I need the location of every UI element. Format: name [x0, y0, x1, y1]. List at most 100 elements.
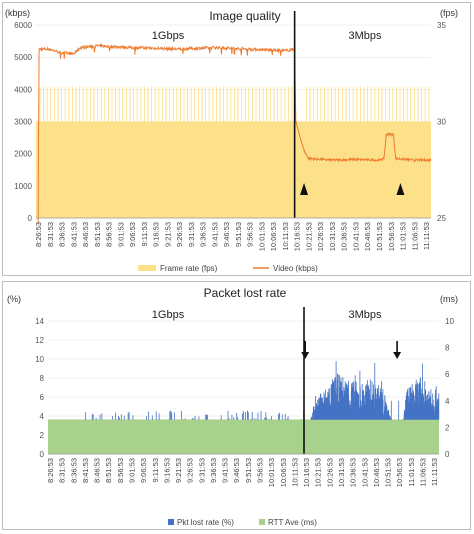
y-right-tick-label: 4: [445, 397, 450, 406]
packet-lost-chart: Packet lost rate (%) (ms) 0 2 4 6 8 10 12 14 0 2…: [7, 286, 458, 527]
y-left-tick-label: 2: [40, 431, 45, 440]
x-tick-label: 10:16:53: [302, 458, 311, 487]
y-right-tick-label: 6: [445, 370, 450, 379]
legend-swatch-frame-rate: [138, 265, 156, 271]
x-tick-label: 9:11:53: [151, 458, 160, 482]
x-tick-label: 8:41:53: [69, 222, 78, 247]
x-tick-label: 10:41:53: [351, 222, 360, 251]
y-right-tick-label: 30: [437, 118, 446, 127]
x-tick-label: 9:01:53: [128, 458, 137, 483]
legend-swatch-rtt: [259, 519, 265, 525]
chart-title: Image quality: [209, 9, 280, 23]
rtt-area: [48, 419, 439, 454]
x-tick-label: 10:51:53: [384, 458, 393, 487]
x-tick-label: 10:36:53: [340, 222, 349, 251]
y-left-tick-label: 2000: [14, 150, 32, 159]
x-tick-label: 9:46:53: [222, 222, 231, 247]
y-right-tick-label: 2: [445, 423, 450, 432]
segment-label-right: 3Mbps: [348, 309, 382, 321]
x-tick-label: 9:31:53: [187, 222, 196, 247]
x-tick-label: 8:26:53: [46, 458, 55, 483]
x-tick-label: 9:41:53: [221, 458, 230, 483]
y-right-tick-label: 25: [437, 214, 446, 223]
legend: Frame rate (fps) Video (kbps): [138, 264, 318, 273]
x-tick-label: 9:36:53: [199, 222, 208, 247]
x-tick-label: 10:16:53: [293, 222, 302, 251]
x-tick-label: 10:56:53: [395, 458, 404, 487]
legend-label-frame-rate: Frame rate (fps): [160, 264, 218, 273]
x-tick-label: 8:31:53: [46, 222, 55, 247]
plot-area: [48, 307, 440, 455]
plot-area: [36, 11, 432, 224]
legend-swatch-pkt-lost: [168, 519, 174, 525]
x-tick-label: 10:51:53: [375, 222, 384, 251]
image-quality-chart: Image quality (kbps) (fps) 0 1000 2000 3000…: [5, 8, 458, 273]
x-tick-label: 9:06:53: [128, 222, 137, 247]
x-tick-label: 8:46:53: [93, 458, 102, 483]
y-left-tick-label: 10: [35, 355, 44, 364]
y-right-tick-label: 10: [445, 317, 454, 326]
x-tick-label: 8:51:53: [93, 222, 102, 247]
segment-label-right: 3Mbps: [348, 30, 382, 42]
chart-title: Packet lost rate: [204, 286, 287, 300]
x-tick-label: 10:21:53: [304, 222, 313, 251]
x-tick-label: 8:51:53: [104, 458, 113, 483]
y-right-ticks: 25 30 35: [437, 21, 446, 223]
legend-label-rtt: RTT Ave (ms): [268, 518, 317, 527]
x-tick-label: 11:06:53: [418, 458, 427, 487]
x-tick-label: 9:46:53: [232, 458, 241, 483]
y-left-tick-label: 0: [28, 214, 33, 223]
x-tick-label: 10:26:53: [325, 458, 334, 487]
x-tick-label: 9:26:53: [186, 458, 195, 483]
x-tick-label: 9:41:53: [210, 222, 219, 247]
x-tick-label: 8:31:53: [58, 458, 67, 483]
x-tick-label: 9:51:53: [244, 458, 253, 483]
x-ticks: 8:26:53 8:31:53 8:36:53 8:41:53 8:46:53 8:51:…: [34, 222, 431, 251]
y-left-tick-label: 5000: [14, 53, 32, 62]
x-tick-label: 9:16:53: [162, 458, 171, 483]
segment-label-left: 1Gbps: [152, 30, 185, 42]
x-tick-label: 11:01:53: [407, 458, 416, 487]
x-tick-label: 10:01:53: [267, 458, 276, 487]
x-tick-label: 10:06:53: [269, 222, 278, 251]
segment-label-left: 1Gbps: [152, 309, 185, 321]
x-tick-label: 11:11:53: [422, 222, 431, 250]
y-left-tick-label: 6: [40, 393, 45, 402]
x-tick-label: 10:21:53: [314, 458, 323, 487]
y-left-tick-label: 8: [40, 374, 45, 383]
y-left-tick-label: 12: [35, 336, 44, 345]
x-tick-label: 8:26:53: [34, 222, 43, 247]
pkt-lost-rate-line: [85, 361, 440, 420]
x-tick-label: 10:36:53: [349, 458, 358, 487]
frame-rate-area: [36, 121, 431, 218]
x-tick-label: 10:31:53: [337, 458, 346, 487]
x-tick-label: 11:06:53: [410, 222, 419, 251]
x-tick-label: 8:41:53: [81, 458, 90, 483]
x-tick-label: 9:16:53: [152, 222, 161, 247]
x-tick-label: 10:11:53: [281, 222, 290, 251]
x-tick-label: 11:11:53: [430, 458, 439, 486]
y-left-unit: (%): [7, 294, 21, 304]
y-right-tick-label: 8: [445, 344, 450, 353]
x-tick-label: 8:36:53: [58, 222, 67, 247]
x-tick-label: 9:31:53: [197, 458, 206, 483]
x-tick-label: 8:56:53: [116, 458, 125, 483]
x-tick-label: 10:11:53: [290, 458, 299, 487]
x-tick-label: 9:01:53: [116, 222, 125, 247]
x-tick-label: 8:46:53: [81, 222, 90, 247]
x-tick-label: 10:41:53: [360, 458, 369, 487]
x-tick-label: 9:51:53: [234, 222, 243, 247]
legend-label-video: Video (kbps): [273, 264, 318, 273]
x-tick-label: 8:56:53: [105, 222, 114, 247]
y-left-unit: (kbps): [5, 8, 30, 18]
annotation-arrowhead: [396, 183, 405, 195]
x-tick-label: 11:01:53: [399, 222, 408, 251]
x-tick-label: 9:26:53: [175, 222, 184, 247]
annotation-arrowhead: [300, 183, 309, 195]
y-left-tick-label: 4: [40, 412, 45, 421]
x-tick-label: 10:06:53: [279, 458, 288, 487]
y-right-unit: (fps): [440, 8, 458, 18]
x-tick-label: 9:56:53: [256, 458, 265, 483]
x-tick-label: 9:21:53: [163, 222, 172, 247]
x-tick-label: 9:36:53: [209, 458, 218, 483]
